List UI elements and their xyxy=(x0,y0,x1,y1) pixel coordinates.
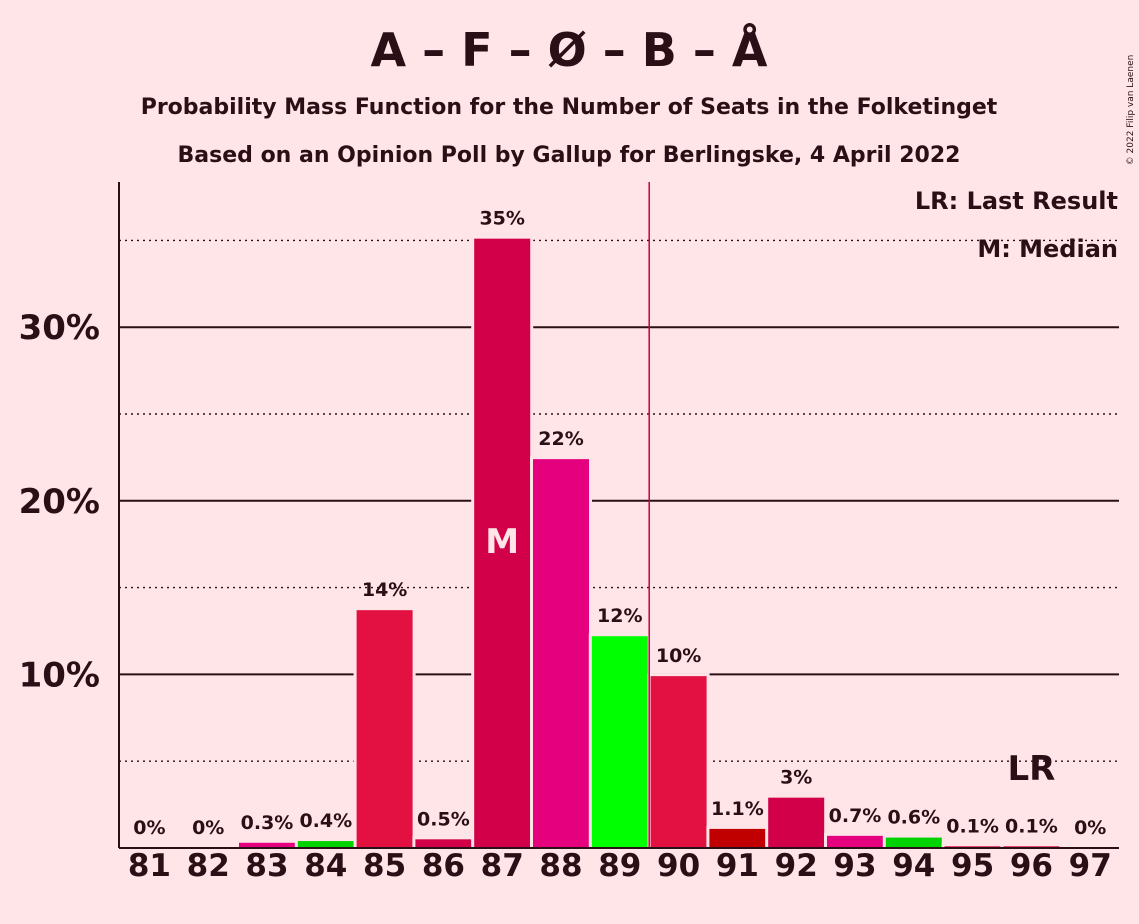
value-label: 14% xyxy=(362,579,407,601)
x-tick-label: 88 xyxy=(539,848,582,884)
bar-88 xyxy=(533,459,589,848)
value-label: 0% xyxy=(192,817,224,839)
value-label: 22% xyxy=(538,428,583,450)
value-label: 0.4% xyxy=(299,810,352,832)
copyright-note: © 2022 Filip van Laenen xyxy=(1126,55,1136,166)
bar-backdrop xyxy=(941,843,1004,848)
value-label: 1.1% xyxy=(711,798,764,820)
legend-last-result: LR: Last Result xyxy=(915,187,1118,215)
bar-90 xyxy=(650,676,707,848)
y-tick-label: 20% xyxy=(19,482,100,522)
bar-backdrop xyxy=(1000,843,1063,848)
x-tick-label: 85 xyxy=(363,848,406,884)
x-tick-label: 89 xyxy=(598,848,641,884)
bar-89 xyxy=(591,636,648,848)
value-label: 0.1% xyxy=(1005,815,1058,837)
x-tick-label: 91 xyxy=(716,848,759,884)
x-tick-label: 86 xyxy=(422,848,465,884)
value-label: 0% xyxy=(133,817,165,839)
bar-91 xyxy=(709,828,766,848)
x-tick-label: 84 xyxy=(304,848,347,884)
median-marker: M xyxy=(485,522,519,562)
value-label: 0.1% xyxy=(946,815,999,837)
x-tick-label: 96 xyxy=(1010,848,1053,884)
x-tick-label: 90 xyxy=(657,848,700,884)
value-label: 3% xyxy=(780,767,812,789)
chart-source-line: Based on an Opinion Poll by Gallup for B… xyxy=(178,143,961,168)
labels: 10% 20% 30% 0% 81 0% 82 0.3% 83 0.4% 84 14% 85 0.5% 86… xyxy=(19,208,1112,884)
bar-87 xyxy=(474,238,531,848)
last-result-marker: LR xyxy=(1007,749,1055,789)
value-label: 0.7% xyxy=(829,805,882,827)
x-tick-label: 95 xyxy=(951,848,994,884)
x-tick-label: 87 xyxy=(481,848,524,884)
bars xyxy=(236,182,1063,848)
value-label: 0% xyxy=(1074,817,1106,839)
bar-83 xyxy=(239,842,295,848)
x-tick-label: 97 xyxy=(1069,848,1112,884)
x-tick-label: 83 xyxy=(245,848,288,884)
x-tick-label: 92 xyxy=(775,848,818,884)
value-label: 0.5% xyxy=(417,808,470,830)
value-label: 10% xyxy=(656,645,701,667)
chart-title: A – F – Ø – B – Å xyxy=(371,23,768,77)
y-tick-label: 10% xyxy=(19,655,100,695)
y-tick-label: 30% xyxy=(19,308,100,348)
value-label: 12% xyxy=(597,605,642,627)
value-label: 0.6% xyxy=(887,807,940,829)
x-tick-label: 82 xyxy=(187,848,230,884)
x-tick-label: 93 xyxy=(833,848,876,884)
bar-85 xyxy=(356,610,413,848)
x-tick-label: 81 xyxy=(128,848,171,884)
legend-median: M: Median xyxy=(977,235,1118,263)
x-tick-label: 94 xyxy=(892,848,935,884)
bar-86 xyxy=(415,839,472,848)
bar-93 xyxy=(827,835,883,848)
chart-subtitle: Probability Mass Function for the Number… xyxy=(141,95,998,120)
value-label: 0.3% xyxy=(241,812,294,834)
bar-94 xyxy=(885,837,942,848)
bar-84 xyxy=(297,841,354,848)
bar-92 xyxy=(768,797,825,848)
value-label: 35% xyxy=(479,208,524,230)
